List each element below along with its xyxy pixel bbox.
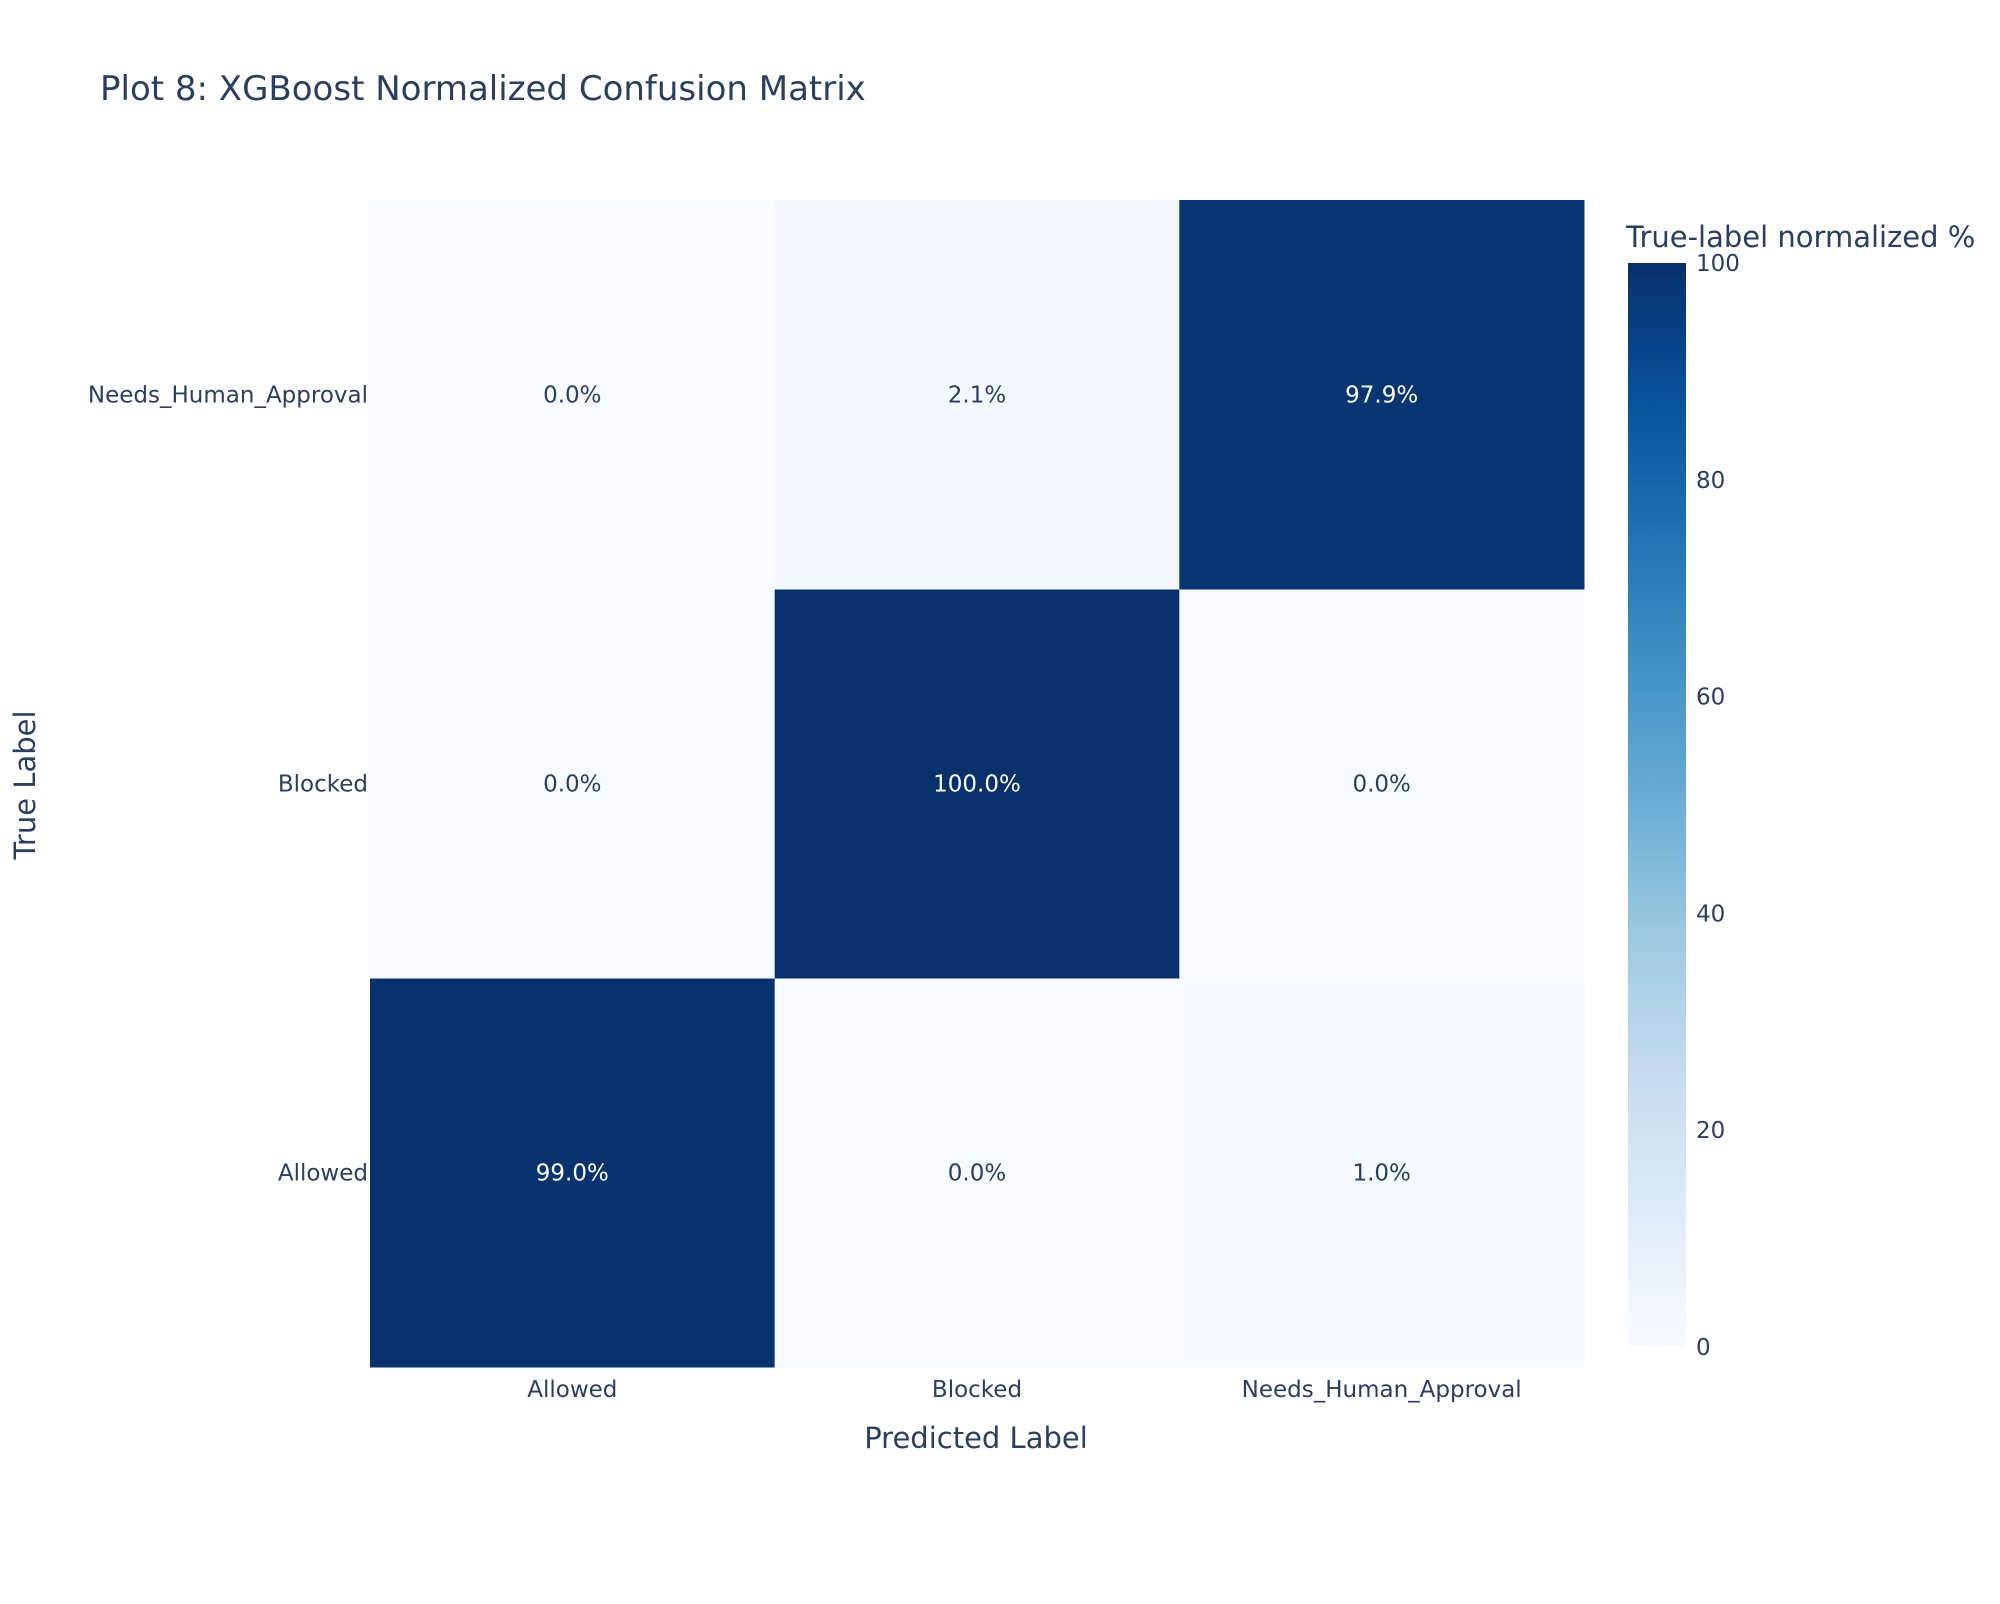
cell-value-label: 1.0% [1352, 1161, 1410, 1187]
heatmap-cell [370, 978, 776, 1368]
colorbar-tick-label: 80 [1696, 468, 1725, 494]
cell-value-label: 97.9% [1345, 383, 1418, 409]
heatmap-cell [774, 589, 1180, 979]
colorbar-tick-label: 100 [1696, 251, 1740, 277]
y-tick-label: Blocked [278, 772, 368, 798]
x-tick-label: Allowed [527, 1377, 617, 1403]
heatmap-cells [370, 200, 1585, 1368]
x-tick-label: Needs_Human_Approval [1242, 1377, 1522, 1403]
heatmap-cell [1179, 200, 1585, 590]
heatmap-cell [774, 200, 1180, 590]
x-axis-ticks: Allowed Blocked Needs_Human_Approval [527, 1377, 1521, 1403]
colorbar [1628, 263, 1686, 1347]
colorbar-title: True-label normalized % [1625, 220, 1975, 254]
colorbar-tick-label: 60 [1696, 685, 1725, 711]
cell-value-label: 99.0% [536, 1161, 609, 1187]
heatmap-cell [370, 200, 776, 590]
cell-value-label: 100.0% [933, 772, 1021, 798]
colorbar-ticks: 0 20 40 60 80 100 [1696, 251, 1740, 1361]
colorbar-tick-label: 0 [1696, 1335, 1711, 1361]
colorbar-tick-label: 40 [1696, 901, 1725, 927]
colorbar-tick-label: 20 [1696, 1118, 1725, 1144]
y-tick-label: Needs_Human_Approval [88, 383, 368, 409]
y-axis-ticks: Allowed Blocked Needs_Human_Approval [88, 383, 368, 1187]
x-axis-title: Predicted Label [864, 1421, 1088, 1455]
y-tick-label: Allowed [278, 1161, 368, 1187]
chart-title: Plot 8: XGBoost Normalized Confusion Mat… [100, 69, 866, 109]
heatmap-cell [370, 589, 776, 979]
x-tick-label: Blocked [932, 1377, 1022, 1403]
heatmap-cell-labels: 99.0% 0.0% 1.0% 0.0% 100.0% 0.0% 0.0% 2.1% 97.9% [536, 383, 1418, 1187]
cell-value-label: 0.0% [543, 772, 601, 798]
cell-value-label: 0.0% [948, 1161, 1006, 1187]
heatmap-cell [774, 978, 1180, 1368]
cell-value-label: 0.0% [543, 383, 601, 409]
cell-value-label: 2.1% [948, 383, 1006, 409]
heatmap-cell [1179, 589, 1585, 979]
heatmap-cell [1179, 978, 1585, 1368]
y-axis-title: True Label [8, 710, 42, 860]
cell-value-label: 0.0% [1352, 772, 1410, 798]
